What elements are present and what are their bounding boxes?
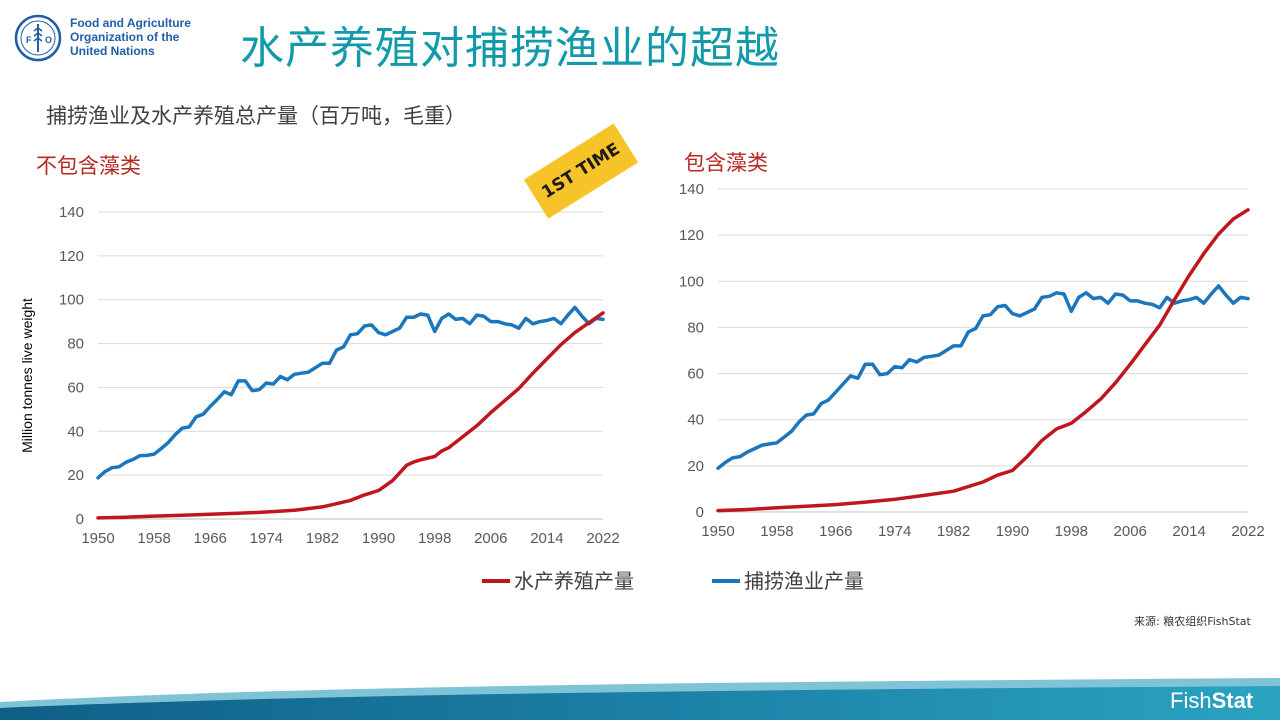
x-tick-label: 1982	[306, 530, 339, 547]
x-tick-label: 1998	[1055, 523, 1088, 540]
x-tick-label: 2022	[1231, 523, 1264, 540]
y-tick-label: 80	[687, 319, 704, 336]
y-tick-label: 140	[59, 204, 84, 221]
x-tick-label: 1990	[362, 530, 395, 547]
y-tick-label: 0	[696, 504, 704, 521]
x-tick-label: 1966	[194, 530, 227, 547]
x-tick-label: 1958	[760, 523, 793, 540]
brand-stat: Stat	[1211, 688, 1254, 713]
series-line-aquaculture	[716, 208, 1250, 513]
slide-title: 水产养殖对捕捞渔业的超越	[240, 23, 780, 74]
legend-label-aquaculture: 水产养殖产量	[514, 569, 634, 593]
y-tick-label: 80	[67, 336, 84, 353]
x-tick-label: 1974	[878, 523, 911, 540]
x-tick-label: 2014	[530, 530, 563, 547]
x-tick-label: 1958	[137, 530, 170, 547]
fishstat-brand: FishStat	[1170, 688, 1253, 714]
source-note: 来源: 粮农组织FishStat	[1134, 615, 1251, 628]
y-tick-label: 120	[59, 248, 84, 265]
y-axis-label: Million tonnes live weight	[19, 298, 35, 453]
y-tick-label: 60	[67, 379, 84, 396]
y-tick-label: 20	[687, 458, 704, 475]
x-tick-label: 1990	[996, 523, 1029, 540]
fao-emblem-icon: F O	[14, 14, 62, 62]
y-tick-label: 100	[679, 273, 704, 290]
x-tick-label: 1966	[819, 523, 852, 540]
y-tick-label: 40	[687, 412, 704, 429]
x-tick-label: 1974	[250, 530, 283, 547]
x-tick-label: 2022	[586, 530, 619, 547]
section-label-including-algae: 包含藻类	[684, 151, 768, 175]
x-tick-label: 1950	[701, 523, 734, 540]
logo-line-1: Food and Agriculture	[70, 16, 191, 30]
footer-wave-band	[0, 678, 1280, 720]
y-tick-label: 140	[679, 181, 704, 198]
svg-text:F: F	[26, 35, 32, 45]
x-tick-label: 2006	[1114, 523, 1147, 540]
y-tick-label: 60	[687, 366, 704, 383]
legend-label-capture: 捕捞渔业产量	[744, 569, 864, 593]
x-tick-label: 2014	[1172, 523, 1205, 540]
y-tick-label: 40	[67, 423, 84, 440]
brand-fish: Fish	[1170, 688, 1212, 713]
series-line-capture	[716, 284, 1250, 470]
series-line-capture	[96, 305, 605, 480]
y-tick-label: 20	[67, 467, 84, 484]
section-label-excluding-algae: 不包含藻类	[36, 154, 141, 178]
x-tick-label: 2006	[474, 530, 507, 547]
y-tick-label: 0	[76, 511, 84, 528]
x-tick-label: 1998	[418, 530, 451, 547]
svg-text:O: O	[45, 35, 52, 45]
x-tick-label: 1982	[937, 523, 970, 540]
series-line-aquaculture	[96, 311, 605, 520]
y-tick-label: 120	[679, 227, 704, 244]
organization-name: Food and Agriculture Organization of the…	[70, 16, 191, 58]
x-tick-label: 1950	[81, 530, 114, 547]
logo-line-2: Organization of the	[70, 30, 180, 44]
slide-subtitle: 捕捞渔业及水产养殖总产量（百万吨，毛重）	[46, 104, 466, 128]
y-tick-label: 100	[59, 292, 84, 309]
logo-line-3: United Nations	[70, 44, 155, 58]
